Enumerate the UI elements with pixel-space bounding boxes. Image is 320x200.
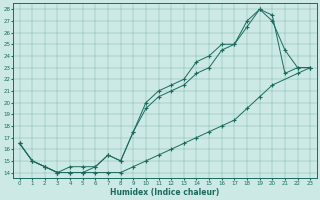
X-axis label: Humidex (Indice chaleur): Humidex (Indice chaleur) <box>110 188 220 197</box>
